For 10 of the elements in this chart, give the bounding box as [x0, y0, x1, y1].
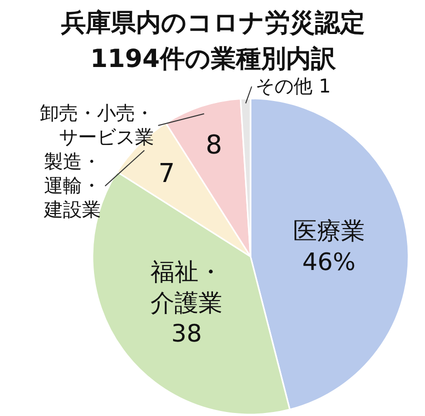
- slice-label: 福祉・介護業: [150, 258, 223, 317]
- data-label: 8: [206, 130, 222, 160]
- chart-title: 兵庫県内のコロナ労災認定 1194件の業種別内訳: [60, 8, 365, 73]
- slice-label: 製造・運輸・建設業: [43, 150, 102, 222]
- slice-label: 卸売・小売・サービス業: [40, 102, 154, 149]
- data-label: 46%: [302, 248, 356, 276]
- slice-label: 医療業: [292, 217, 365, 246]
- slice-label: その他 1: [256, 76, 331, 98]
- data-label: 38: [171, 320, 202, 348]
- data-label: 7: [158, 159, 175, 190]
